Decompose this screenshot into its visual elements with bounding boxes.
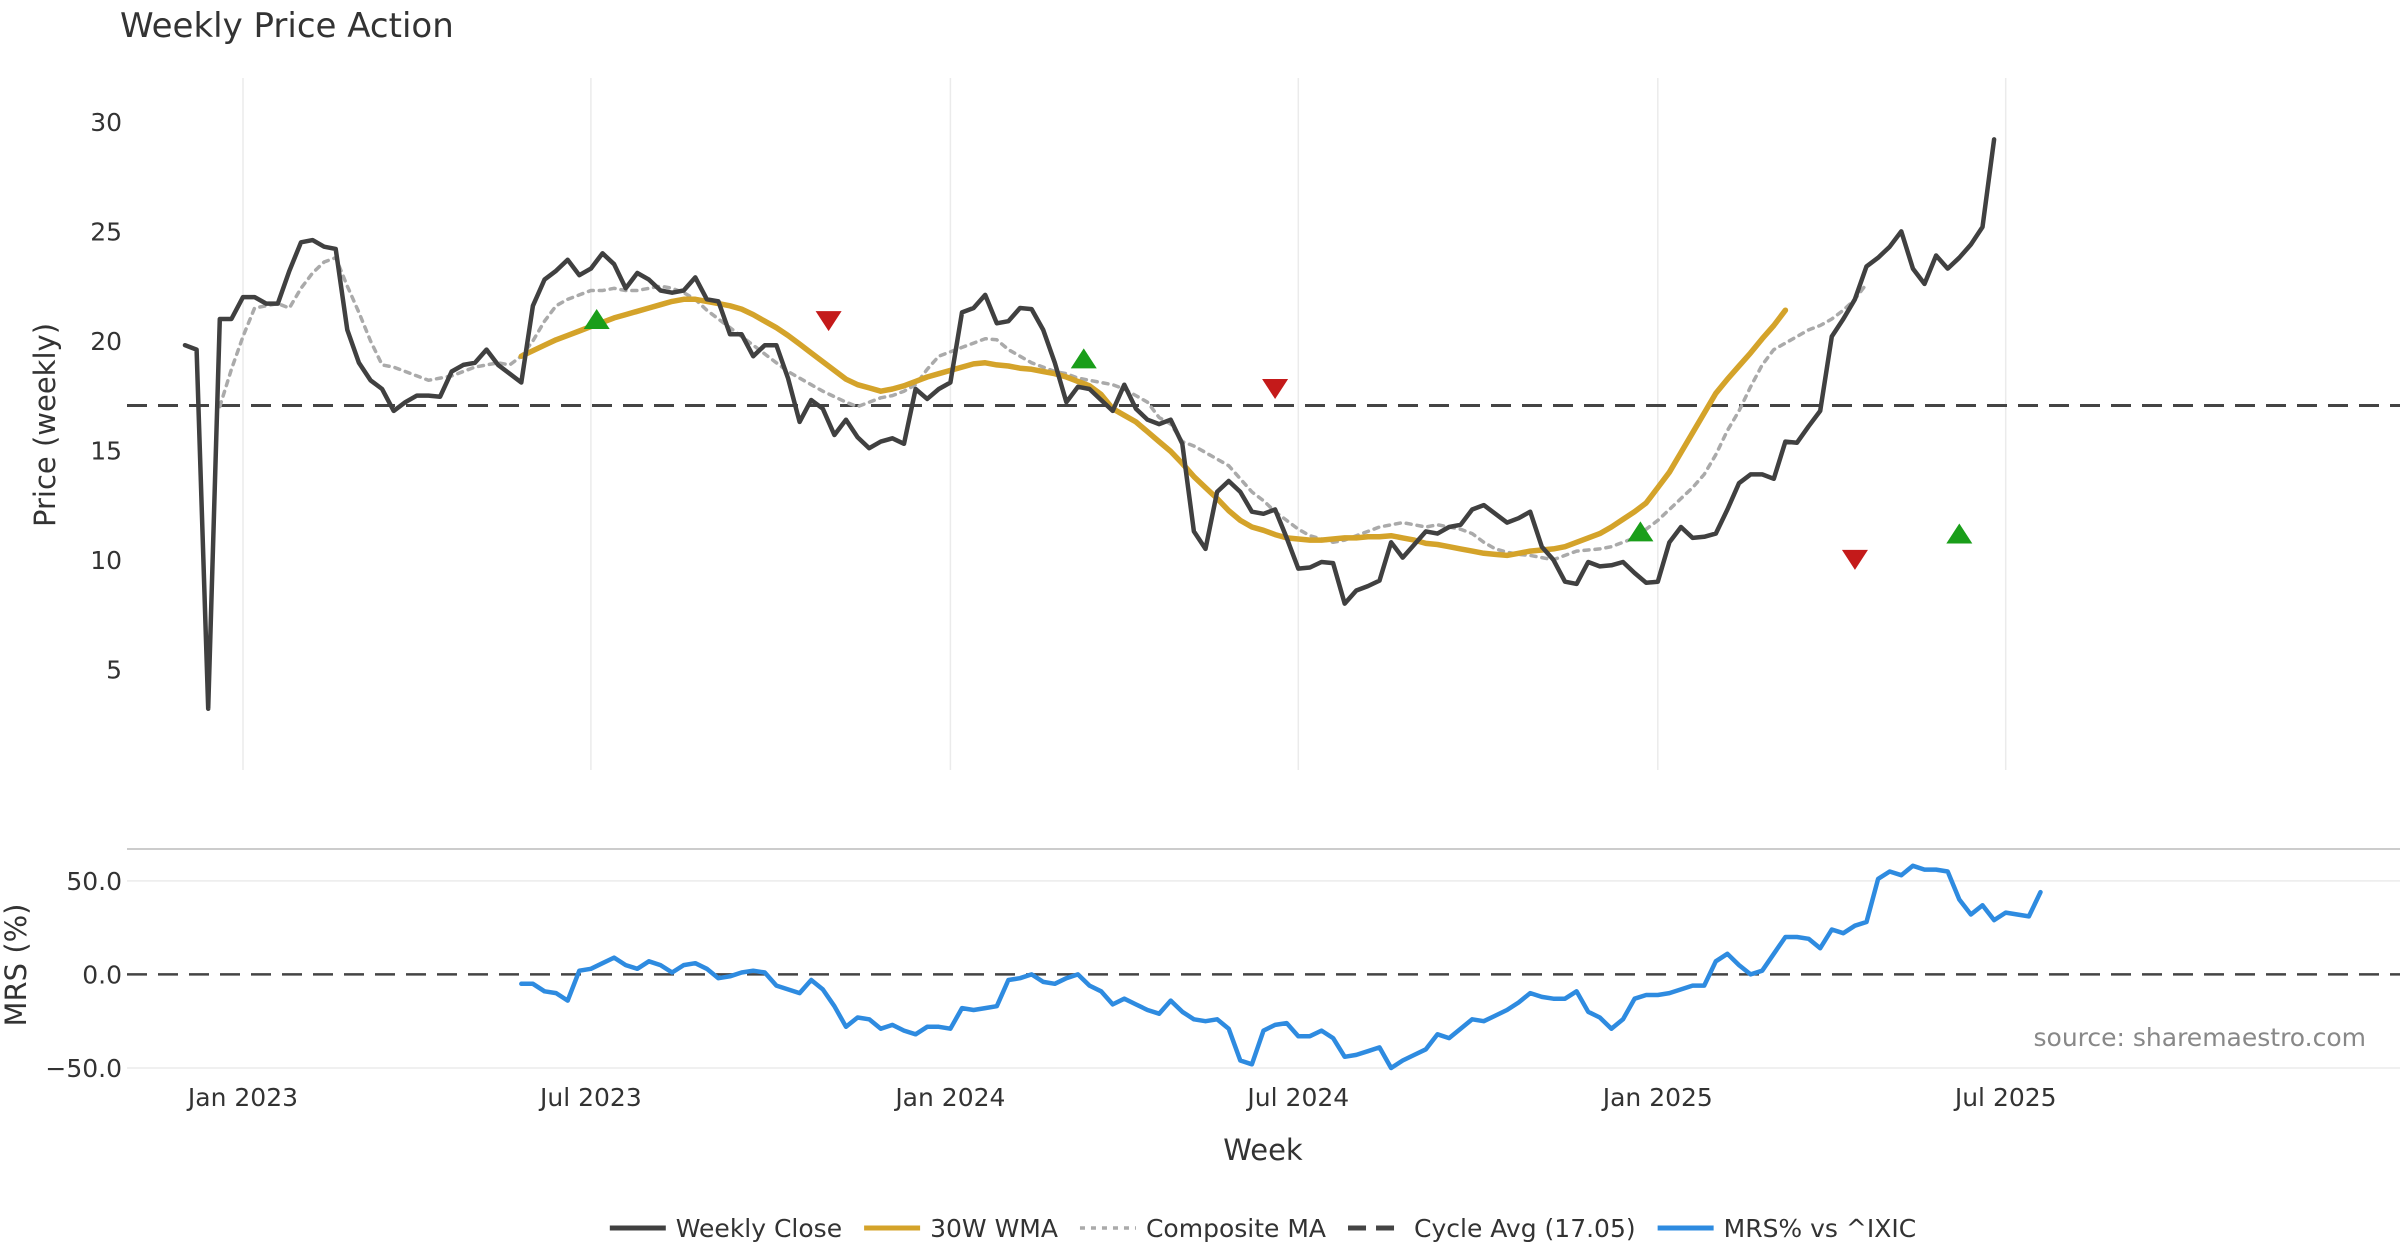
price-ytick-25: 25 [90,217,122,246]
buy-signal-marker-0 [583,308,610,329]
series-30w-wma [518,296,1789,559]
buy-signal-marker-6 [1946,523,1973,544]
price-y-ticks: 5 10 15 20 25 30 [90,108,122,684]
mrs-panel: 50.0 0.0 −50.0 MRS (%) source: sharemaestr… [0,848,2400,1083]
xtick-jan-2023: Jan 2023 [186,1083,298,1112]
xtick-jan-2025: Jan 2025 [1601,1083,1713,1112]
mrs-ytick-0-0: 0.0 [82,960,122,989]
mrs-y-ticks: 50.0 0.0 −50.0 [45,867,122,1083]
legend-item-mrs-vs-ixic: MRS% vs ^IXIC [1657,1214,1917,1243]
legend-label-mrs-vs-ixic: MRS% vs ^IXIC [1724,1214,1917,1243]
x-axis-ticks: Jan 2023 Jul 2023 Jan 2024 Jul 2024 Jan 2025… [186,1083,2057,1112]
legend-item-composite-ma: Composite MA [1079,1214,1326,1243]
x-axis-label: Week [1223,1133,1303,1167]
price-grid [242,78,2007,770]
legend-item-cycle-avg-17-05: Cycle Avg (17.05) [1348,1214,1636,1243]
xtick-jul-2024: Jul 2024 [1245,1083,1349,1112]
buy-signal-marker-2 [1070,348,1097,369]
xtick-jan-2024: Jan 2024 [893,1083,1005,1112]
mrs-grid [127,880,2400,1069]
mrs-ytick-50-0: 50.0 [66,867,122,896]
price-series-group [182,137,1997,711]
legend-label-weekly-close: Weekly Close [676,1214,842,1243]
signal-markers-group [583,308,1973,570]
mrs-series-group [519,863,2043,1071]
series-composite-ma [218,255,1869,562]
legend-label-30w-wma: 30W WMA [930,1214,1058,1243]
xtick-jul-2023: Jul 2023 [538,1083,642,1112]
xtick-jul-2025: Jul 2025 [1953,1083,2057,1112]
price-y-axis-label: Price (weekly) [28,323,62,527]
legend: Weekly Close 30W WMA Composite MA Cycle Avg… [609,1214,1917,1243]
legend-item-weekly-close: Weekly Close [609,1214,842,1243]
price-ytick-5: 5 [106,655,122,684]
sell-signal-marker-1 [815,311,842,332]
legend-label-cycle-avg-17-05: Cycle Avg (17.05) [1414,1214,1636,1243]
series-weekly-close [182,137,1997,711]
buy-signal-marker-4 [1627,521,1654,542]
series-mrs-vs-ixic [519,863,2043,1071]
price-ytick-10: 10 [90,546,122,575]
source-note: source: sharemaestro.com [2034,1023,2367,1052]
sell-signal-marker-5 [1841,549,1868,570]
price-ytick-15: 15 [90,436,122,465]
sell-signal-marker-3 [1262,379,1289,400]
mrs-ytick-50-0: −50.0 [45,1054,122,1083]
mrs-y-axis-label: MRS (%) [0,904,33,1027]
price-panel: 5 10 15 20 25 30 Price (weekly) [28,78,2400,770]
price-ytick-20: 20 [90,327,122,356]
chart-title: Weekly Price Action [120,6,454,46]
legend-item-30w-wma: 30W WMA [864,1214,1058,1243]
legend-label-composite-ma: Composite MA [1146,1214,1326,1243]
price-ytick-30: 30 [90,108,122,137]
